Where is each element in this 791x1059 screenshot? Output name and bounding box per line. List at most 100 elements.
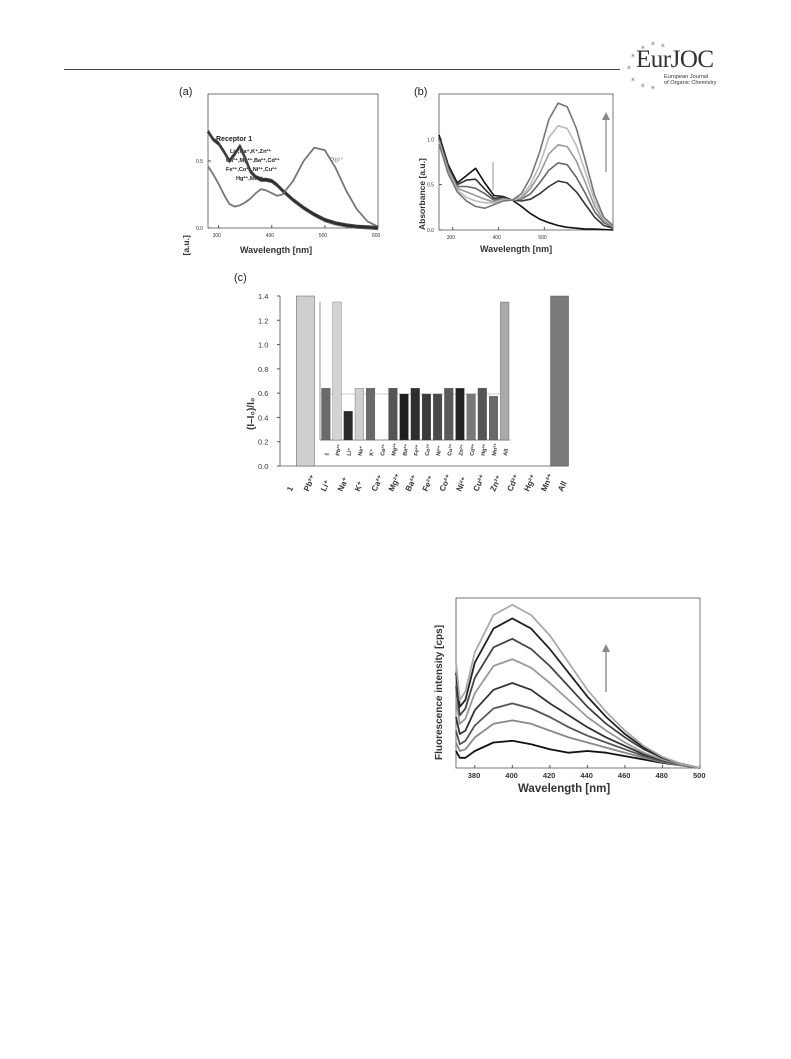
svg-text:✶: ✶ — [660, 42, 666, 50]
chart-c-xtick-label: Ba²⁺ — [404, 474, 419, 493]
chart-c-inset-bar — [477, 388, 487, 441]
chart-d-series-line — [455, 739, 701, 769]
chart-c-inset-bar — [321, 388, 331, 441]
chart-c-inset-bar — [433, 393, 443, 441]
chart-b-up-arrowhead — [602, 112, 610, 120]
chart-b-series-line — [438, 124, 614, 227]
chart-c-inset-xtick-label: Zn²⁺ — [457, 444, 466, 457]
chart-c-inset-bar — [444, 388, 454, 441]
chart-d-frame — [455, 597, 701, 769]
panel-b-label: (b) — [414, 86, 428, 98]
svg-text:✶: ✶ — [626, 64, 632, 72]
chart-c-xtick-label: All — [556, 480, 568, 493]
star-ring-icon: ✶ ✶ ✶ ✶ ✶ ✶ ✶ ✶ — [626, 40, 666, 90]
chart-c-xtick-label: Hg²⁺ — [522, 473, 538, 493]
chart-a-annotation-group1: Li⁺,Na⁺,K⁺,Zn²⁺ — [230, 148, 271, 155]
chart-b-absorbance-titration: Absorbance [a.u.] Wavelength [nm] 300 400… — [417, 93, 614, 254]
chart-c-bar: (I–I₀)/I₀ 0.00.20.40.60.81.01.21.41 Pb²⁺ L… — [246, 292, 569, 493]
chart-d-xtick-label: 480 — [655, 771, 668, 780]
chart-b-series-line — [438, 139, 614, 229]
chart-c-ytick-label: 0.8 — [258, 365, 268, 374]
chart-c-ytick-label: 0.2 — [258, 438, 268, 447]
chart-c-xtick-label: Na⁺ — [336, 476, 350, 493]
chart-d-xtick-label: 440 — [580, 771, 593, 780]
chart-a-annotation-group3: Fe²⁺,Co²⁺,Ni²⁺,Cu²⁺ — [226, 166, 277, 173]
chart-a-ylabel: Absorbance [a.u.] — [181, 235, 191, 258]
chart-d-series-line — [455, 658, 701, 769]
chart-c-ytick-label: 1.2 — [258, 316, 268, 325]
chart-c-xtick-label: Pb²⁺ — [302, 474, 317, 493]
chart-a-xtick-label: 500 — [319, 233, 328, 239]
svg-text:✶: ✶ — [650, 40, 656, 48]
chart-a-ytick-label: 0.0 — [196, 226, 203, 232]
chart-c-ytick-label: 0.4 — [258, 413, 268, 422]
chart-d-series-line — [455, 617, 701, 769]
chart-c-xtick-label: Zn²⁺ — [488, 474, 503, 493]
chart-a-annotation-group2: Ca²⁺,Mg²⁺,Ba²⁺,Cd²⁺ — [226, 157, 280, 164]
chart-c-xtick-label: Mn²⁺ — [539, 472, 555, 493]
svg-text:✶: ✶ — [640, 44, 646, 52]
chart-a-annotation-pb: Pb²⁺ — [330, 157, 344, 164]
chart-b-series-line — [438, 102, 614, 227]
chart-d-series-line — [455, 637, 701, 769]
chart-b-series-line — [438, 140, 614, 228]
chart-d-series-line — [455, 719, 701, 769]
chart-c-inset-xtick-label: K⁺ — [368, 448, 376, 456]
chart-b-series-line — [438, 137, 614, 229]
chart-a-annotation-receptor: Receptor 1 — [216, 136, 252, 143]
chart-d-xlabel: Wavelength [nm] — [518, 783, 610, 795]
chart-c-xtick-label: Co²⁺ — [438, 473, 454, 493]
chart-c-inset-bar — [466, 393, 476, 441]
svg-text:✶: ✶ — [650, 84, 656, 90]
chart-c-inset-xtick-label: Mg²⁺ — [390, 443, 399, 457]
chart-c-inset-xtick-label: Li⁺ — [346, 447, 354, 456]
svg-text:✶: ✶ — [630, 52, 636, 60]
chart-d-xtick-label: 380 — [468, 771, 481, 780]
chart-c-inset-xtick-label: Ba²⁺ — [401, 443, 410, 456]
chart-c-inset-xtick-label: Ni²⁺ — [435, 445, 444, 456]
journal-logo-text: EurJOC — [636, 46, 714, 73]
chart-b-ytick-label: 0.5 — [427, 183, 434, 189]
chart-c-xtick-label: Mg²⁺ — [387, 472, 403, 493]
chart-c-xtick-label: Li⁺ — [319, 479, 332, 493]
chart-c-inset-xtick-label: All — [503, 448, 510, 456]
chart-d-xtick-label: 460 — [618, 771, 631, 780]
header-rule — [64, 69, 620, 70]
journal-logo: ✶ ✶ ✶ ✶ ✶ ✶ ✶ ✶ EurJOC European Journal … — [622, 40, 734, 90]
chart-a-series-line — [207, 129, 379, 227]
chart-c-inset-xtick-label: Pb²⁺ — [334, 443, 343, 456]
chart-b-xtick-label: 500 — [538, 235, 547, 241]
chart-d-series-line — [455, 682, 701, 769]
journal-full-name: European Journal of Organic Chemistry — [664, 74, 717, 87]
chart-c-xtick-label: 1 — [285, 485, 295, 493]
chart-b-xtick-label: 300 — [447, 235, 456, 241]
chart-d-up-arrowhead — [602, 644, 610, 652]
chart-c-bar — [296, 295, 315, 467]
chart-d-xtick-label: 400 — [505, 771, 518, 780]
chart-b-ylabel: Absorbance [a.u.] — [417, 158, 427, 230]
chart-c-xtick-label: K⁺ — [353, 480, 365, 493]
chart-a-xtick-label: 600 — [372, 233, 381, 239]
chart-c-ytick-label: 1.4 — [258, 292, 268, 301]
chart-b-series-line — [438, 134, 614, 231]
chart-c-xtick-label: Fe²⁺ — [421, 474, 436, 493]
chart-d-series-line — [455, 702, 701, 769]
chart-b-xtick-label: 400 — [493, 235, 502, 241]
chart-c-ytick-label: 1.0 — [258, 341, 268, 350]
chart-b-frame — [438, 93, 614, 231]
chart-c-inset-bar — [410, 388, 420, 441]
chart-c-inset-bar — [332, 301, 342, 441]
chart-c-ylabel: (I–I₀)/I₀ — [246, 398, 257, 430]
chart-a-xlabel: Wavelength [nm] — [240, 245, 312, 255]
chart-a-xtick-label: 400 — [266, 233, 275, 239]
chart-c-inset-xtick-label: 1 — [324, 452, 330, 456]
chart-c-xtick-label: Cu²⁺ — [471, 473, 487, 493]
chart-a-series-line — [207, 146, 379, 228]
chart-c-inset-bar — [421, 393, 431, 441]
chart-d-series-line — [455, 603, 701, 769]
chart-c-inset-xtick-label: Fe²⁺ — [413, 444, 422, 456]
panel-a-label: (a) — [179, 86, 193, 98]
chart-c-inset-xtick-label: Ca²⁺ — [379, 443, 388, 456]
chart-a-series-line — [207, 132, 379, 231]
chart-c-bar — [550, 295, 569, 467]
